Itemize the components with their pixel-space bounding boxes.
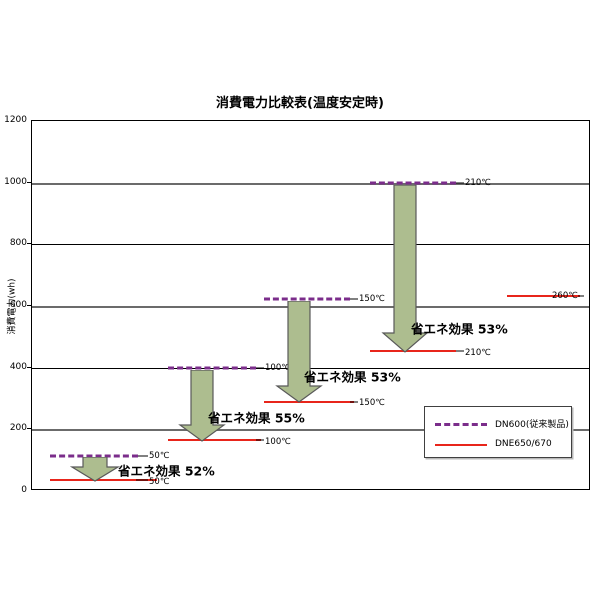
series-new-210c	[370, 349, 456, 352]
y-tick-600: 600	[9, 300, 27, 310]
legend-swatch-solid-icon	[435, 439, 487, 449]
legend-label-dne650: DNE650/670	[495, 439, 552, 449]
series-old-100c	[168, 366, 256, 370]
connector-old-210c	[456, 182, 464, 184]
series-old-150c	[264, 297, 350, 301]
gridline-200	[32, 429, 589, 432]
legend-item-dn600: DN600(従来製品)	[425, 413, 571, 433]
saving-arrow-50c	[70, 457, 120, 482]
temp-label-old-210c: 210℃	[465, 177, 491, 188]
connector-old-150c	[350, 298, 358, 300]
series-old-210c	[370, 181, 456, 185]
temp-label-old-50c: 50℃	[149, 451, 170, 462]
legend-label-dn600: DN600(従来製品)	[495, 419, 569, 430]
connector-new-260c	[578, 295, 584, 297]
connector-new-150c	[350, 401, 358, 402]
tickmark-400	[27, 366, 31, 368]
temp-label-new-150c: 150℃	[359, 398, 385, 408]
y-tick-800: 800	[9, 238, 27, 249]
gridline-800	[32, 244, 589, 246]
saving-arrow-210c	[381, 185, 429, 353]
legend-item-dne650: DNE650/670	[425, 434, 571, 454]
series-new-260c	[507, 294, 580, 297]
temp-label-new-260c: 260℃	[552, 290, 578, 301]
y-tick-0: 0	[21, 485, 27, 495]
series-old-50c	[50, 454, 138, 458]
series-new-50c	[50, 479, 157, 482]
saving-label-150c: 省エネ効果 53%	[304, 369, 401, 385]
temp-label-new-100c: 100℃	[265, 436, 291, 447]
temp-label-old-150c: 150℃	[359, 294, 385, 304]
y-tick-200: 200	[9, 423, 27, 434]
connector-old-50c	[138, 455, 148, 457]
chart-legend: DN600(従来製品) DNE650/670	[424, 406, 572, 458]
y-tick-400: 400	[9, 361, 27, 372]
connector-new-50c	[136, 479, 148, 481]
saving-arrow-100c	[178, 370, 226, 442]
y-tick-1000: 1000	[4, 176, 27, 187]
legend-swatch-dashed-icon	[435, 418, 487, 428]
tickmark-600	[27, 305, 31, 306]
temp-label-new-50c: 50℃	[149, 477, 170, 487]
tickmark-200	[27, 428, 31, 430]
temp-label-old-100c: 100℃	[265, 362, 291, 373]
series-new-150c	[264, 400, 354, 403]
y-tick-1200: 1200	[4, 115, 27, 125]
connector-new-100c	[256, 439, 264, 441]
temp-label-new-210c: 210℃	[465, 347, 491, 358]
connector-new-210c	[456, 350, 464, 352]
connector-old-100c	[256, 367, 264, 369]
chart-title: 消費電力比較表(温度安定時)	[216, 96, 384, 111]
tickmark-800	[27, 243, 31, 245]
saving-label-50c: 省エネ効果 52%	[118, 463, 215, 479]
series-new-100c	[168, 438, 261, 441]
gridline-1000	[32, 182, 589, 185]
saving-label-100c: 省エネ効果 55%	[208, 410, 305, 426]
saving-arrow-150c	[275, 301, 323, 403]
tickmark-1000	[27, 181, 31, 183]
plot-area: 50℃ 50℃ 省エネ効果 52% 100℃ 100℃ 省エネ効果 55% 15…	[31, 120, 590, 490]
saving-label-210c: 省エネ効果 53%	[411, 321, 508, 337]
